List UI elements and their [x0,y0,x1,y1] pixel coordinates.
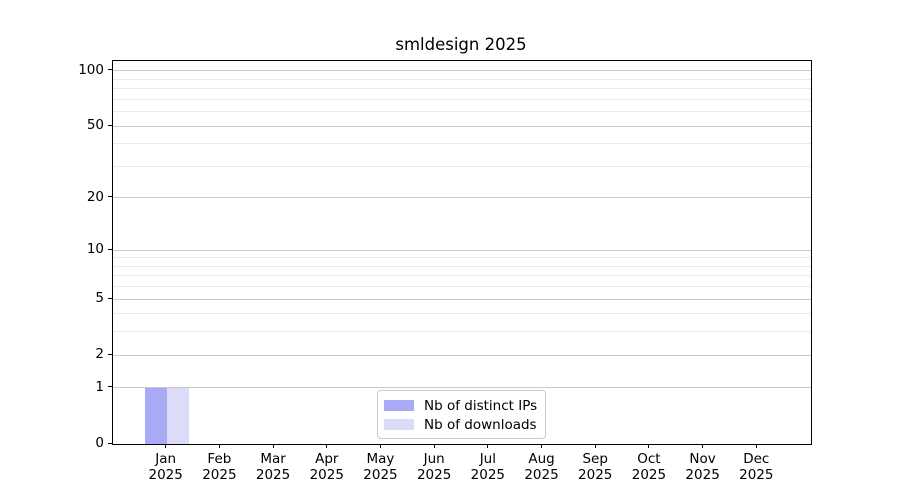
x-axis-tick [755,444,757,448]
gridline-minor [113,257,811,259]
x-axis-tick [594,444,596,448]
gridline-major [113,298,811,300]
y-axis-tick [108,353,112,355]
gridline-minor [113,111,811,113]
x-axis-tick [218,444,220,448]
gridline-major [113,387,811,389]
x-tick-year: 2025 [363,467,398,483]
gridline-minor [113,143,811,145]
gridline-major [113,249,811,251]
gridline-major [113,125,811,127]
gridline-minor [113,78,811,80]
x-tick-label: Mar 2025 [241,451,305,483]
x-tick-year: 2025 [631,467,667,483]
y-axis-tick [108,386,112,388]
gridline-minor [113,265,811,267]
gridline-major [113,197,811,199]
legend-label: Nb of downloads [424,416,537,433]
legend: Nb of distinct IPs Nb of downloads [377,390,546,439]
chart-title: smldesign 2025 [395,35,527,54]
legend-item: Nb of distinct IPs [384,396,539,415]
x-tick-year: 2025 [309,467,344,483]
x-tick-month: Aug [528,451,555,467]
x-tick-month: Dec [743,451,770,467]
x-tick-month: Feb [207,451,232,467]
x-axis-tick [326,444,328,448]
legend-swatch [384,400,414,411]
gridline-minor [113,286,811,288]
x-axis-tick [487,444,489,448]
x-tick-month: Apr [315,451,339,467]
x-tick-year: 2025 [578,467,613,483]
legend-swatch [384,419,414,430]
y-tick-label: 10 [86,241,104,258]
y-tick-label: 2 [95,346,104,363]
x-tick-label: Jun 2025 [402,451,466,483]
x-axis-tick [165,444,167,448]
legend-item: Nb of downloads [384,415,539,434]
x-tick-label: Oct 2025 [617,451,681,483]
y-tick-label: 100 [78,61,104,78]
x-tick-year: 2025 [202,467,237,483]
gridline-minor [113,88,811,90]
legend-label: Nb of distinct IPs [424,397,538,414]
x-tick-year: 2025 [739,467,774,483]
x-axis-tick [433,444,435,448]
y-axis-tick [108,196,112,198]
x-tick-year: 2025 [148,467,183,483]
y-tick-label: 0 [95,435,104,451]
gridline-major [113,70,811,72]
y-tick-label: 50 [86,117,104,134]
gridline-minor [113,313,811,315]
x-tick-month: Jan [155,451,177,467]
x-tick-label: Nov 2025 [671,451,735,483]
x-tick-year: 2025 [470,467,506,483]
bar-nb-of-distinct-ips-jan [144,387,167,444]
x-tick-month: Sep [582,451,608,467]
x-tick-month: Mar [260,451,286,467]
x-tick-month: Jun [423,451,445,467]
x-tick-label: May 2025 [348,451,412,483]
plot-area [112,60,812,445]
x-tick-year: 2025 [255,467,291,483]
x-tick-year: 2025 [685,467,720,483]
y-tick-label: 5 [95,290,104,307]
x-tick-year: 2025 [416,467,452,483]
x-tick-year: 2025 [524,467,559,483]
gridline-minor [113,275,811,277]
x-axis-tick [272,444,274,448]
y-tick-label: 20 [86,188,104,205]
x-axis-tick [379,444,381,448]
x-axis-tick [702,444,704,448]
x-tick-label: Sep 2025 [563,451,627,483]
y-axis-tick [108,297,112,299]
x-tick-month: May [366,451,395,467]
x-tick-label: Jul 2025 [456,451,520,483]
gridline-minor [113,98,811,100]
x-axis-tick [648,444,650,448]
gridline-major [113,354,811,356]
gridline-minor [113,331,811,333]
x-axis-tick [541,444,543,448]
bar-nb-of-downloads-jan [166,387,189,444]
x-tick-label: Apr 2025 [295,451,359,483]
x-tick-month: Oct [637,451,661,467]
x-tick-label: Dec 2025 [724,451,788,483]
y-tick-label: 1 [95,378,104,395]
x-tick-label: Aug 2025 [510,451,574,483]
y-axis-tick [108,69,112,71]
x-tick-label: Jan 2025 [134,451,198,483]
x-tick-month: Jul [479,451,496,467]
y-axis-tick [108,442,112,444]
gridline-minor [113,165,811,167]
x-tick-month: Nov [689,451,716,467]
x-tick-label: Feb 2025 [187,451,251,483]
y-axis-tick [108,124,112,126]
y-axis-tick [108,248,112,250]
